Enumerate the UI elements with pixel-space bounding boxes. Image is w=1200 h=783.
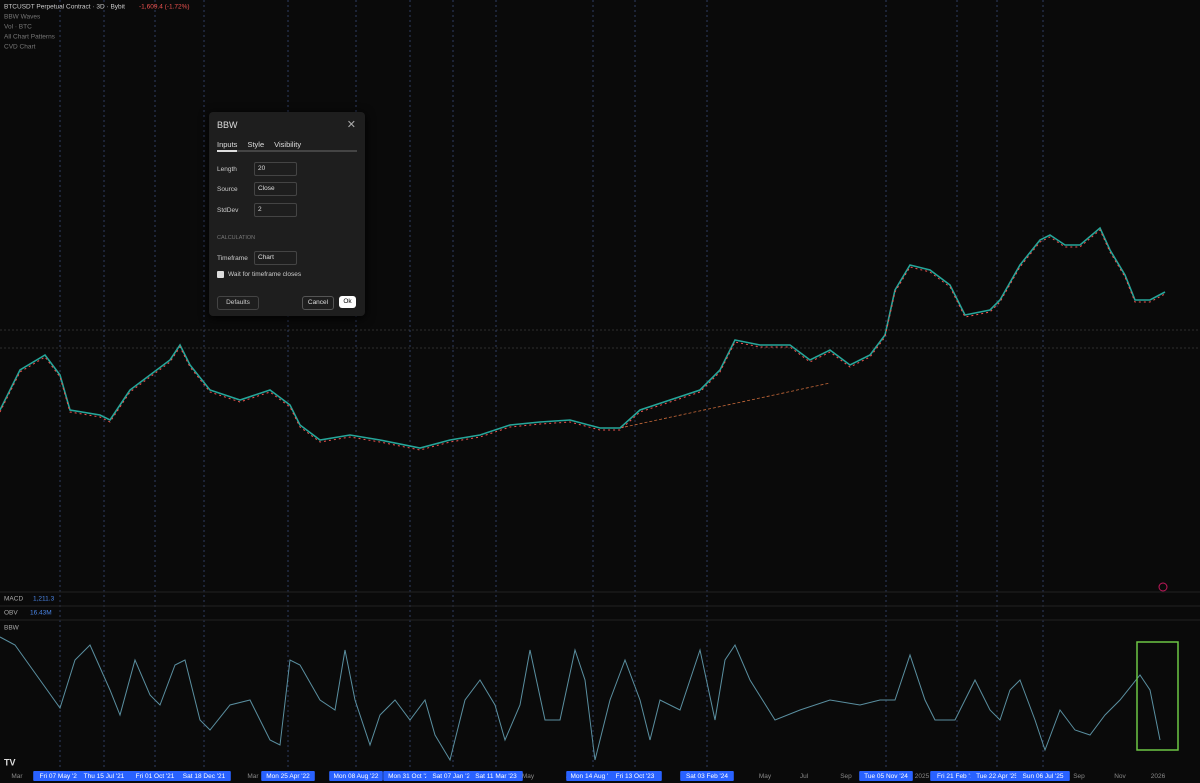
trend-line [619,382,831,429]
indicator-label[interactable]: BBW Waves [4,14,41,21]
date-highlight [261,771,315,781]
date-highlight [608,771,662,781]
select[interactable]: Close [254,182,297,196]
highlight-box [1136,641,1179,751]
time-label: May [522,773,535,780]
symbol-title: BTCUSDT Perpetual Contract · 3D · Bybit [4,4,125,11]
bbw-line [0,636,1161,762]
time-label: Sat 03 Feb '24 [686,773,728,780]
checkbox-label: Wait for timeframe closes [228,271,302,278]
time-label: Mon 25 Apr '22 [266,773,310,780]
pane-value: 1,211.3 [33,596,55,603]
time-label: Thu 15 Jul '21 [84,773,125,780]
time-label: Mar [247,773,259,780]
date-highlight [566,771,620,781]
alert-icon [1158,582,1168,592]
price-change: -1,609.4 (-1.72%) [139,4,190,11]
date-highlight [77,771,131,781]
date-highlight [426,771,480,781]
settings-dialog: BBW ✕ Inputs Style Visibility Length 20 … [209,112,365,316]
date-highlight [1016,771,1070,781]
time-label: 2025 [915,773,930,780]
time-label: Sat 18 Dec '21 [183,773,226,780]
time-label: Nov [1114,773,1126,780]
section-title: CALCULATION [217,235,256,241]
time-label: Tue 22 Apr '25 [976,773,1018,780]
indicator-label[interactable]: Vol · BTC [4,24,32,31]
input[interactable]: 20 [254,162,297,176]
select[interactable]: Chart [254,251,297,265]
time-label: Sep [840,773,852,780]
field-label: StdDev [217,207,239,214]
field-label: Source [217,186,238,193]
pane-name[interactable]: BBW [4,625,20,632]
date-highlight [680,771,734,781]
indicator-label[interactable]: All Chart Patterns [4,34,56,41]
time-label: Jul [800,773,809,780]
tab[interactable]: Visibility [274,140,302,149]
time-label: Mar [11,773,23,780]
time-label: Mon 31 Oct '22 [388,773,432,780]
date-highlight [970,771,1024,781]
time-label: Fri 13 Oct '23 [616,773,655,780]
date-highlight [128,771,182,781]
date-highlight [33,771,87,781]
date-lines [59,0,1044,770]
price-candles [0,226,1166,449]
ok-button[interactable]: Ok [339,296,356,308]
date-highlight [383,771,437,781]
checkbox[interactable] [217,271,224,278]
date-highlight [329,771,383,781]
cancel-button[interactable]: Cancel [302,296,334,310]
input[interactable]: 2 [254,203,297,217]
time-label: Fri 07 May '21 [40,773,81,780]
time-label: 2026 [1151,773,1166,780]
pane-value: 16.43M [30,610,52,617]
tabs: Inputs Style Visibility [217,140,301,149]
tab[interactable]: Inputs [217,140,238,149]
pane-name[interactable]: MACD [4,596,23,603]
field-label: Timeframe [217,255,248,262]
date-highlight [177,771,231,781]
time-label: Mon 14 Aug '23 [571,773,616,780]
defaults-button[interactable]: Defaults [217,296,259,310]
tab-underline [217,150,357,152]
logo: TV [4,757,16,767]
close-button[interactable]: ✕ [346,119,356,131]
indicator-label[interactable]: CVD Chart [4,44,36,51]
tab[interactable]: Style [247,140,265,149]
time-label: Mon 08 Aug '22 [334,773,379,780]
date-highlight [859,771,913,781]
time-label: Sat 11 Mar '23 [475,773,517,780]
time-axis-labels: Mar Fri 07 May '21 Thu 15 Jul '21 Fri 01 Oc… [11,771,1166,781]
field-label: Length [217,166,237,173]
time-label: Fri 01 Oct '21 [136,773,175,780]
pane-name[interactable]: OBV [4,610,18,617]
dialog-title: BBW [217,120,238,130]
time-label: Tue 05 Nov '24 [864,773,908,780]
time-label: May [759,773,772,780]
time-label: Sun 06 Jul '25 [1023,773,1064,780]
time-label: Sat 07 Jan '23 [432,773,474,780]
time-label: Sep [1073,773,1085,780]
date-highlight [469,771,523,781]
time-label: Fri 21 Feb '25 [937,773,977,780]
price-candles-red [0,229,1166,451]
